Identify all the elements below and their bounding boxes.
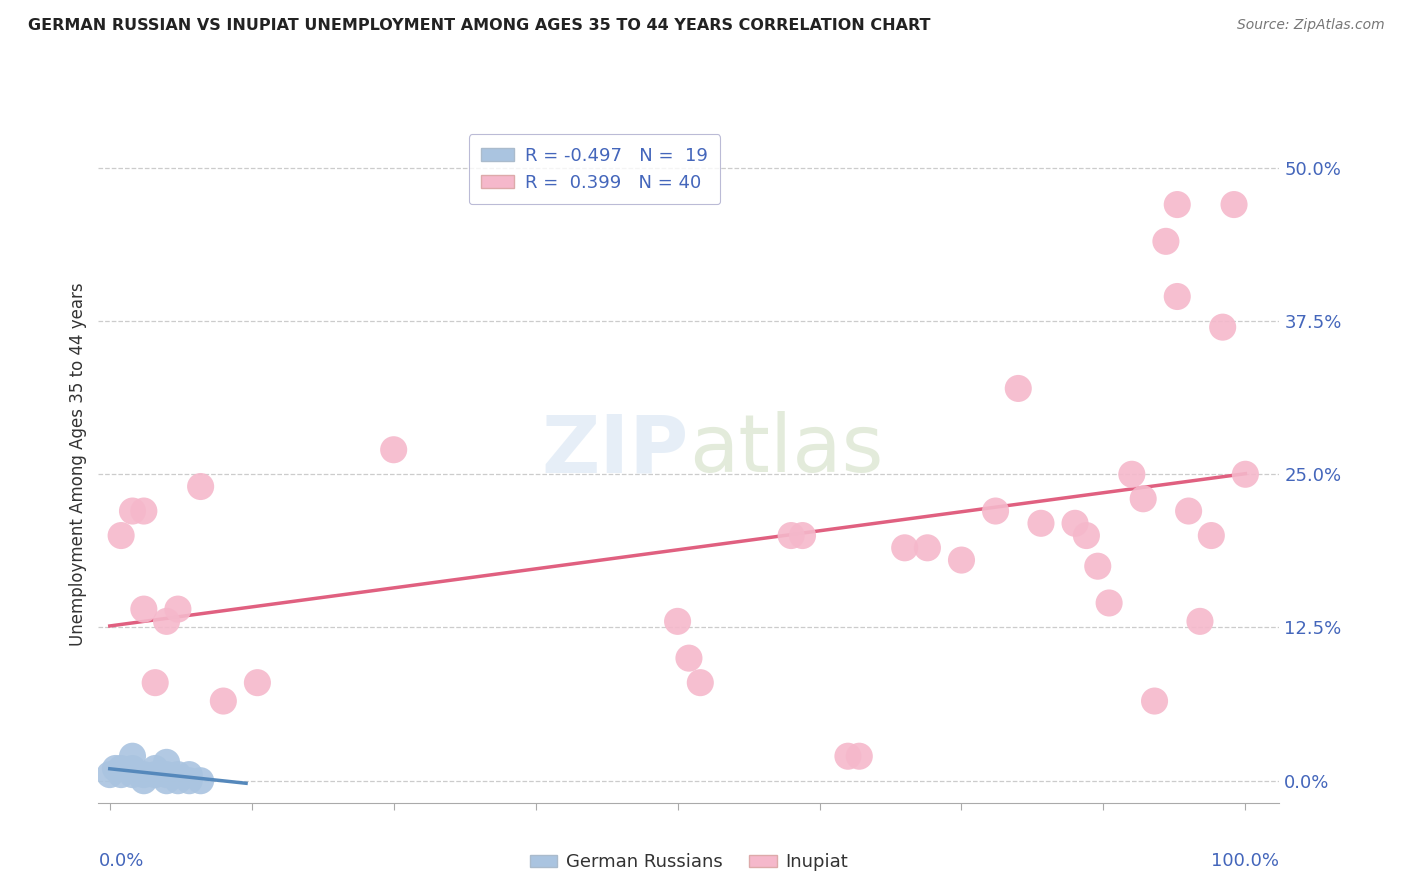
Point (1201, 528, 1223, 542)
Point (1212, 320, 1234, 334)
Point (666, 615, 689, 629)
Point (121, 762, 143, 776)
Text: 0.0%: 0.0% (98, 852, 143, 870)
Point (190, 773, 212, 788)
Point (1188, 615, 1211, 629)
Point (179, 767, 201, 781)
Text: atlas: atlas (689, 411, 883, 490)
Point (155, 756, 177, 770)
Point (1177, 504, 1199, 518)
Point (110, 767, 132, 781)
Point (780, 528, 803, 542)
Text: Source: ZipAtlas.com: Source: ZipAtlas.com (1237, 18, 1385, 32)
Point (1154, 235, 1177, 249)
Point (1076, 528, 1098, 542)
Point (382, 442, 405, 457)
Point (1166, 289, 1188, 303)
Point (950, 553, 973, 567)
Point (1029, 516, 1052, 531)
Point (917, 541, 939, 555)
Point (792, 528, 814, 542)
Point (121, 504, 143, 518)
Point (132, 602, 155, 616)
Point (121, 749, 143, 764)
Y-axis label: Unemployment Among Ages 35 to 44 years: Unemployment Among Ages 35 to 44 years (69, 282, 87, 646)
Point (143, 675, 166, 690)
Legend: R = -0.497   N =  19, R =  0.399   N = 40: R = -0.497 N = 19, R = 0.399 N = 40 (468, 134, 720, 204)
Text: 100.0%: 100.0% (1212, 852, 1279, 870)
Point (212, 694, 235, 708)
Point (155, 767, 177, 781)
Point (689, 675, 711, 690)
Point (1064, 516, 1087, 531)
Point (110, 762, 132, 776)
Point (246, 675, 269, 690)
Point (837, 749, 859, 764)
Point (143, 767, 166, 781)
Point (167, 773, 190, 788)
Point (1087, 559, 1109, 574)
Point (1007, 381, 1029, 395)
Point (678, 651, 700, 665)
Point (121, 767, 143, 781)
Point (167, 602, 190, 616)
Point (1098, 596, 1121, 610)
Point (110, 528, 132, 542)
Point (1223, 197, 1246, 211)
Point (1121, 467, 1143, 482)
Point (984, 504, 1007, 518)
Point (132, 504, 155, 518)
Point (1143, 694, 1166, 708)
Point (155, 773, 177, 788)
Point (143, 762, 166, 776)
Point (1166, 197, 1188, 211)
Point (104, 762, 127, 776)
Point (155, 615, 177, 629)
Point (179, 773, 201, 788)
Legend: German Russians, Inupiat: German Russians, Inupiat (522, 847, 856, 879)
Text: ZIP: ZIP (541, 411, 689, 490)
Point (893, 541, 915, 555)
Point (132, 773, 155, 788)
Text: GERMAN RUSSIAN VS INUPIAT UNEMPLOYMENT AMONG AGES 35 TO 44 YEARS CORRELATION CHA: GERMAN RUSSIAN VS INUPIAT UNEMPLOYMENT A… (28, 18, 931, 33)
Point (1234, 467, 1257, 482)
Point (190, 479, 212, 493)
Point (1132, 491, 1154, 506)
Point (98, 767, 121, 781)
Point (132, 767, 155, 781)
Point (848, 749, 870, 764)
Point (167, 767, 190, 781)
